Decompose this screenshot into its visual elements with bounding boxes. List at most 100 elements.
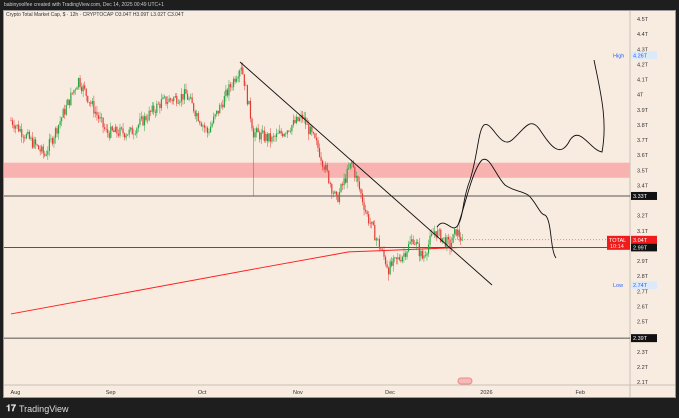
candle-body (345, 178, 347, 183)
candle-body (452, 234, 454, 243)
candle-body (59, 121, 61, 125)
candle-body (354, 167, 356, 178)
candle-body (380, 248, 382, 250)
candle-body (160, 99, 163, 109)
candle-body (320, 156, 322, 161)
candle-body (74, 89, 77, 91)
candle-body (417, 242, 419, 244)
candle-body (254, 132, 256, 138)
candle-body (443, 237, 445, 239)
tradingview-logo-icon: 𝟏𝟕 (6, 403, 17, 413)
candle-body (38, 145, 40, 150)
candle-body (188, 98, 190, 100)
candle-body (64, 109, 66, 115)
candle-body (366, 211, 368, 215)
candle-body (403, 253, 405, 257)
candle-body (183, 89, 186, 100)
candle-body (242, 67, 244, 75)
candle-body (199, 121, 201, 124)
candle-body (120, 127, 123, 129)
candle-body (266, 133, 268, 142)
candle-body (404, 253, 407, 257)
candle-body (166, 102, 169, 104)
level-label-bg (631, 334, 657, 343)
moving-average-line (10, 246, 463, 315)
candle-body (68, 99, 70, 106)
candle-body (360, 189, 362, 194)
bar-countdown: 10:14 (610, 244, 624, 250)
candle-body (257, 128, 259, 133)
y-tick-label: 4.3T (637, 47, 649, 53)
candle-body (363, 202, 365, 210)
candle-body (200, 123, 202, 127)
candle-body (53, 137, 55, 144)
brand-label: TradingView (19, 403, 69, 414)
candle-body (288, 130, 290, 132)
candle-body (429, 235, 431, 245)
candle-body (96, 111, 98, 116)
candle-body (174, 95, 176, 98)
candle-body (427, 244, 430, 254)
candle-body (142, 116, 144, 126)
high-value: 4.26T (633, 53, 648, 59)
candle-body (450, 242, 453, 249)
candle-body (90, 102, 92, 104)
candle-body (335, 191, 338, 195)
candle-body (418, 243, 420, 257)
candle-body (153, 105, 155, 112)
y-tick-label: 3.2T (637, 214, 649, 220)
candle-body (25, 134, 27, 139)
candle-body (346, 168, 348, 183)
candle-body (274, 136, 276, 138)
candle-body (263, 130, 265, 141)
candle-body (286, 130, 288, 134)
y-tick-label: 3.7T (637, 138, 649, 144)
candle-body (423, 255, 425, 259)
candle-body (279, 130, 281, 134)
candle-body (136, 128, 138, 134)
candle-body (265, 133, 267, 141)
candle-body (229, 84, 232, 88)
candle-body (352, 161, 354, 168)
candle-body (392, 258, 394, 266)
x-tick-label: Dec (385, 390, 395, 396)
candle-body (323, 166, 325, 170)
candle-body (269, 133, 272, 142)
candle-body (81, 87, 83, 92)
candle-body (116, 126, 118, 134)
candle-body (318, 147, 321, 157)
candle-body (406, 251, 408, 257)
candle-body (61, 117, 63, 122)
candle-body (314, 133, 316, 138)
candle-body (182, 93, 184, 100)
candle-body (337, 194, 339, 202)
candle-body (111, 126, 113, 131)
downtrend-line (239, 61, 493, 286)
candle-body (65, 105, 67, 115)
resistance-zone (4, 162, 630, 178)
candle-body (384, 256, 387, 265)
candle-body (189, 97, 192, 99)
low-label: Low (613, 283, 623, 289)
candle-body (214, 114, 216, 117)
candle-body (36, 144, 38, 146)
y-tick-label: 4.4T (637, 32, 649, 38)
candle-body (375, 238, 377, 241)
y-tick-label: 2.7T (637, 289, 649, 295)
candle-body (193, 103, 195, 112)
high-label: High (613, 53, 624, 59)
candle-body (171, 99, 173, 102)
candle-body (24, 137, 26, 139)
candle-body (170, 98, 172, 100)
candle-body (252, 128, 255, 138)
y-tick-label: 2.6T (637, 304, 649, 310)
candle-body (317, 140, 319, 148)
candle-body (388, 267, 390, 275)
candle-body (407, 243, 410, 252)
candle-body (306, 123, 308, 125)
low-value: 2.74T (633, 283, 648, 289)
candle-body (228, 84, 230, 96)
candle-body (157, 103, 159, 105)
candle-body (325, 164, 327, 170)
